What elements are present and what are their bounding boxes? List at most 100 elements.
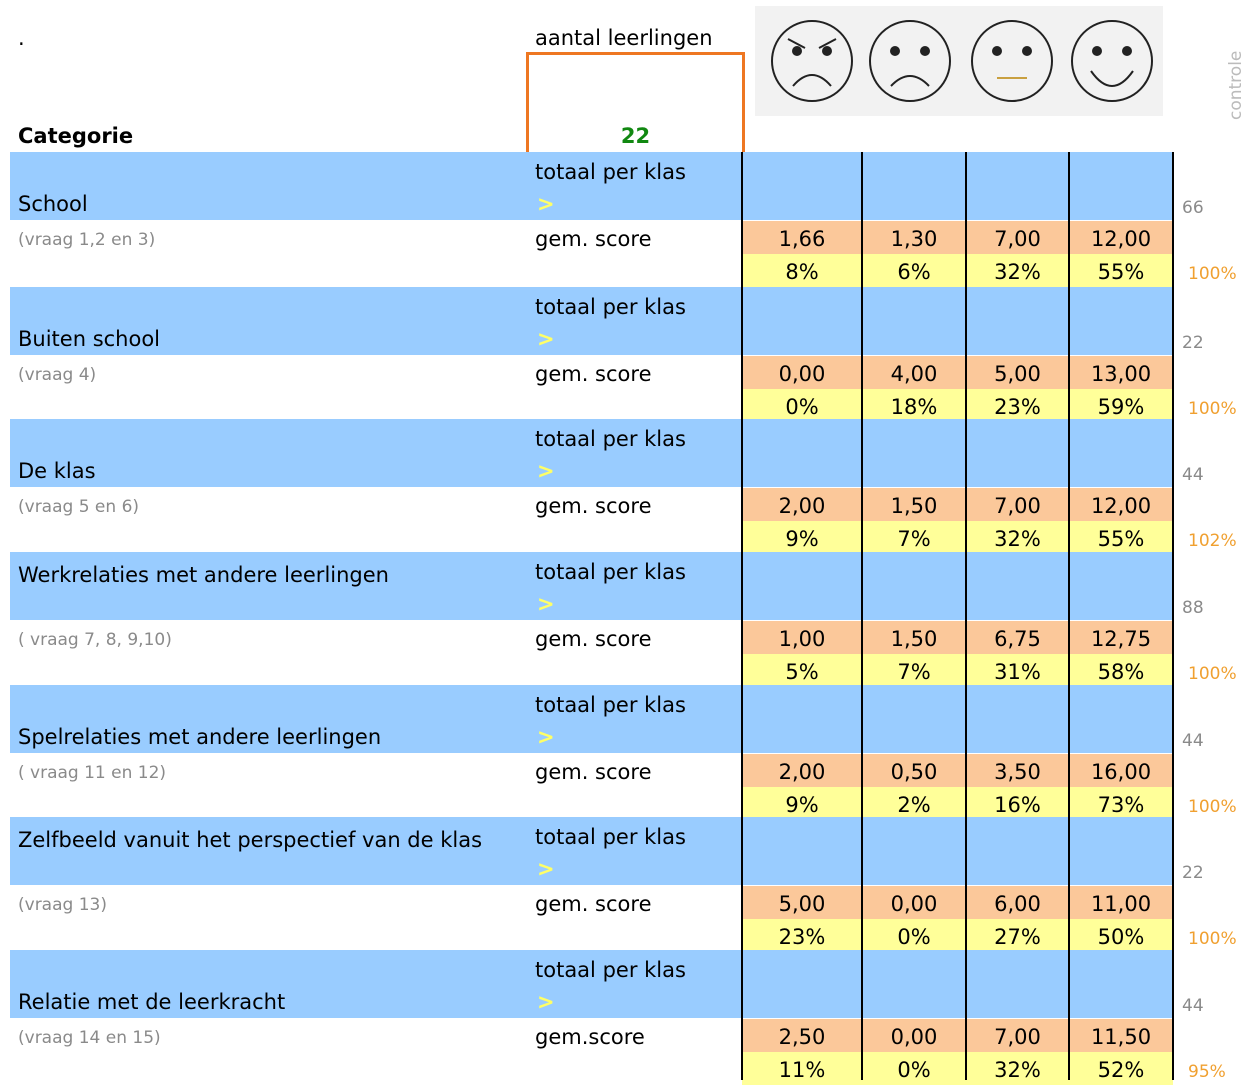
control-total: 44 bbox=[1182, 465, 1204, 485]
score-cell bbox=[743, 754, 861, 787]
score-cell bbox=[1070, 754, 1172, 787]
score: 12,75 bbox=[1090, 627, 1152, 651]
control-pct: 100% bbox=[1188, 929, 1237, 949]
score: 7,00 bbox=[994, 1025, 1041, 1049]
total-label: totaal per klas bbox=[535, 295, 686, 319]
percent: 6% bbox=[897, 260, 931, 284]
score-label: gem. score bbox=[535, 627, 652, 651]
section-note: ( vraag 11 en 12) bbox=[18, 763, 167, 783]
dot: . bbox=[18, 26, 25, 50]
percent: 16% bbox=[994, 793, 1041, 817]
control-total: 66 bbox=[1182, 198, 1204, 218]
score-cell bbox=[743, 221, 861, 254]
percent: 27% bbox=[994, 925, 1041, 949]
score: 0,50 bbox=[890, 760, 938, 784]
percent: 32% bbox=[994, 1058, 1041, 1082]
percent: 0% bbox=[897, 1058, 931, 1082]
section-note: (vraag 13) bbox=[18, 895, 107, 915]
score-cell bbox=[863, 621, 965, 654]
control-total: 44 bbox=[1182, 996, 1204, 1016]
section-note: (vraag 5 en 6) bbox=[18, 497, 140, 517]
total-label: totaal per klas bbox=[535, 427, 686, 451]
control-total: 44 bbox=[1182, 731, 1204, 751]
score-cell bbox=[863, 488, 965, 521]
score: 7,00 bbox=[994, 227, 1041, 251]
percent: 73% bbox=[1097, 793, 1145, 817]
score: 13,00 bbox=[1090, 362, 1152, 386]
arrow: > bbox=[537, 990, 555, 1014]
percent: 0% bbox=[897, 925, 931, 949]
section-note: (vraag 4) bbox=[18, 365, 97, 385]
percent: 55% bbox=[1097, 527, 1145, 551]
percent: 18% bbox=[890, 395, 938, 419]
pct-row bbox=[742, 389, 1173, 422]
control-pct: 100% bbox=[1188, 399, 1237, 419]
arrow: > bbox=[537, 592, 555, 616]
percent: 2% bbox=[897, 793, 931, 817]
score: 1,50 bbox=[890, 627, 938, 651]
section-name: School bbox=[18, 192, 88, 216]
section-note: ( vraag 7, 8, 9,10) bbox=[18, 630, 172, 650]
pct-row bbox=[742, 919, 1173, 952]
total-label: totaal per klas bbox=[535, 693, 686, 717]
score-cell bbox=[1070, 621, 1172, 654]
section-note: (vraag 14 en 15) bbox=[18, 1028, 161, 1048]
blue-band bbox=[10, 685, 1173, 753]
control-pct: 100% bbox=[1188, 797, 1237, 817]
percent: 52% bbox=[1097, 1058, 1145, 1082]
category-header: Categorie bbox=[18, 124, 134, 148]
percent: 8% bbox=[785, 260, 819, 284]
score: 0,00 bbox=[778, 362, 826, 386]
score-cell bbox=[1070, 221, 1172, 254]
percent: 9% bbox=[785, 527, 819, 551]
score-cell bbox=[743, 886, 861, 919]
score-cell bbox=[967, 356, 1068, 389]
pct-row bbox=[742, 787, 1173, 820]
score-cell bbox=[743, 621, 861, 654]
section-name: Werkrelaties met andere leerlingen bbox=[18, 563, 389, 587]
score: 0,00 bbox=[890, 1025, 938, 1049]
score-cell bbox=[1070, 356, 1172, 389]
arrow: > bbox=[537, 857, 555, 881]
score-cell bbox=[863, 221, 965, 254]
total-label: totaal per klas bbox=[535, 560, 686, 584]
column-line bbox=[1068, 152, 1070, 1080]
column-line bbox=[861, 152, 863, 1080]
score-label: gem. score bbox=[535, 494, 652, 518]
score: 4,00 bbox=[890, 362, 938, 386]
score-cell bbox=[967, 488, 1068, 521]
total-label: totaal per klas bbox=[535, 958, 686, 982]
score-label: gem. score bbox=[535, 760, 652, 784]
count-label: aantal leerlingen bbox=[535, 26, 713, 50]
score-cell bbox=[863, 886, 965, 919]
score: 5,00 bbox=[994, 362, 1041, 386]
percent: 58% bbox=[1097, 660, 1145, 684]
percent: 23% bbox=[994, 395, 1041, 419]
score: 5,00 bbox=[778, 892, 826, 916]
score: 12,00 bbox=[1090, 494, 1152, 518]
arrow: > bbox=[537, 192, 555, 216]
score-cell bbox=[967, 621, 1068, 654]
control-header: controle bbox=[1226, 50, 1246, 120]
score: 7,00 bbox=[994, 494, 1041, 518]
section-name: Buiten school bbox=[18, 327, 161, 351]
control-pct: 100% bbox=[1188, 264, 1237, 284]
column-line bbox=[965, 152, 967, 1080]
score-cell bbox=[1070, 488, 1172, 521]
score-cell bbox=[967, 221, 1068, 254]
blue-band bbox=[10, 817, 1173, 885]
eyes bbox=[792, 46, 1132, 56]
control-pct: 95% bbox=[1188, 1062, 1226, 1082]
score-cell bbox=[1070, 1019, 1172, 1052]
score-cell bbox=[743, 1019, 861, 1052]
score: 1,50 bbox=[890, 494, 938, 518]
control-total: 88 bbox=[1182, 598, 1204, 618]
percent: 55% bbox=[1097, 260, 1145, 284]
score-cell bbox=[863, 754, 965, 787]
total-label: totaal per klas bbox=[535, 825, 686, 849]
pct-row bbox=[742, 521, 1173, 554]
score-cell bbox=[743, 488, 861, 521]
score-label: gem. score bbox=[535, 362, 652, 386]
score-label: gem. score bbox=[535, 892, 652, 916]
